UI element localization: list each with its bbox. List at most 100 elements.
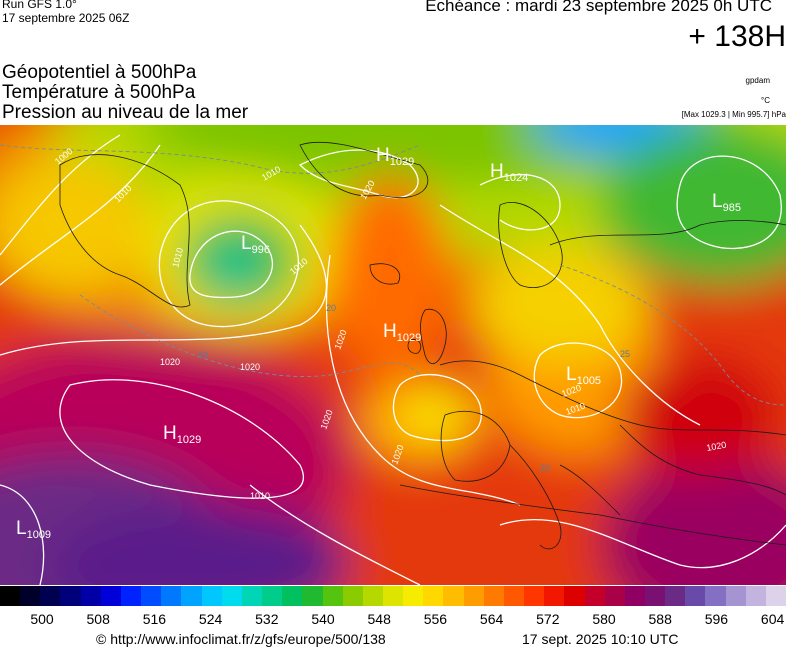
colorbar-swatch <box>282 586 303 606</box>
colorbar-swatch <box>262 586 283 606</box>
low-pressure-center: L996 <box>241 233 270 256</box>
colorbar-tick-label: 596 <box>704 611 729 627</box>
colorbar-swatch <box>645 586 666 606</box>
isotherm-label: 25 <box>620 349 630 359</box>
unit-celsius: °C <box>761 96 770 105</box>
colorbar-tick-label: 508 <box>86 611 110 627</box>
colorbar-tick-label: 564 <box>479 611 504 627</box>
layer-sea-level-pressure: Pression au niveau de la mer <box>2 102 249 123</box>
isobar-label: 1020 <box>160 357 180 367</box>
pressure-center-value: 1029 <box>390 156 414 168</box>
colorbar-tick-label: 500 <box>30 611 54 627</box>
issue-time: 17 sept. 2025 10:10 UTC <box>522 631 679 647</box>
colorbar-swatch <box>20 586 41 606</box>
coastlines <box>59 141 786 550</box>
colorbar-tick-label: 548 <box>367 611 391 627</box>
colorbar-swatch <box>0 586 21 606</box>
lead-time: + 138H <box>688 20 786 53</box>
colorbar-tick-label: 532 <box>255 611 279 627</box>
pressure-center-value: 996 <box>252 244 270 256</box>
colorbar-swatch <box>705 586 726 606</box>
colorbar-swatch <box>80 586 101 606</box>
colorbar-swatch <box>544 586 565 606</box>
pressure-center-symbol: H <box>490 161 504 182</box>
geopotential-colorbar <box>0 586 786 606</box>
colorbar-ticks: 500 508 516 524 532 540 548 556 564 572 580 588 596 6… <box>0 610 786 628</box>
unit-gpdam: gpdam <box>745 76 770 85</box>
layer-geopotential: Géopotentiel à 500hPa <box>2 62 197 83</box>
low-pressure-center: L1009 <box>16 518 51 541</box>
colorbar-swatch <box>403 586 424 606</box>
pressure-center-value: 985 <box>723 202 741 214</box>
source-url[interactable]: © http://www.infoclimat.fr/z/gfs/europe/… <box>96 631 386 647</box>
pressure-center-symbol: H <box>163 423 177 444</box>
pressure-center-symbol: L <box>16 518 27 539</box>
colorbar-swatch <box>181 586 202 606</box>
isobar-label: 1020 <box>240 362 260 372</box>
colorbar-swatch <box>725 586 746 606</box>
colorbar-swatch <box>362 586 383 606</box>
colorbar-swatch <box>584 586 605 606</box>
colorbar-tick-label: 524 <box>198 611 223 627</box>
colorbar-swatch <box>100 586 121 606</box>
run-date: 17 septembre 2025 06Z <box>2 11 130 25</box>
colorbar-swatch <box>685 586 706 606</box>
pressure-center-symbol: L <box>566 364 577 385</box>
forecast-valid-time: Échéance : mardi 23 septembre 2025 0h UT… <box>425 0 772 15</box>
colorbar-swatch <box>423 586 444 606</box>
colorbar-swatch <box>201 586 222 606</box>
colorbar-swatch <box>120 586 142 606</box>
colorbar-tick-label: 580 <box>592 611 616 627</box>
low-pressure-center: L985 <box>712 191 741 214</box>
colorbar-swatch <box>60 586 81 606</box>
colorbar-swatch <box>463 586 484 606</box>
colorbar-swatch <box>161 586 182 606</box>
colorbar-swatch <box>443 586 464 606</box>
isobar-label: 1020 <box>706 440 727 453</box>
low-pressure-center: L1005 <box>566 364 601 387</box>
colorbar-tick-label: 516 <box>142 611 167 627</box>
colorbar-swatch <box>241 586 263 606</box>
isotherm-label: 20 <box>540 463 550 473</box>
high-pressure-center: H1029 <box>376 145 414 168</box>
isobars <box>0 134 786 585</box>
colorbar-swatch <box>141 586 162 606</box>
colorbar-swatch <box>503 586 525 606</box>
layer-temperature: Température à 500hPa <box>2 82 196 103</box>
colorbar-swatch <box>342 586 363 606</box>
colorbar-swatch <box>322 586 343 606</box>
colorbar-swatch <box>564 586 585 606</box>
pressure-center-symbol: L <box>241 233 252 254</box>
pressure-center-symbol: L <box>712 191 723 212</box>
pressure-center-value: 1024 <box>504 172 528 184</box>
colorbar-swatch <box>765 586 786 606</box>
weather-map: H1029 H1024L985L996H1029L1005H1029L100910… <box>0 125 786 585</box>
colorbar-tick-label: 572 <box>536 611 560 627</box>
colorbar-swatch <box>524 586 545 606</box>
high-pressure-center: H1029 <box>163 423 201 446</box>
colorbar-swatch <box>382 586 404 606</box>
isotherm-label: 20 <box>326 303 336 313</box>
isotherms <box>0 144 786 406</box>
pressure-center-value: 1029 <box>177 434 201 446</box>
colorbar-swatch <box>302 586 323 606</box>
isobar-label: 1010 <box>250 491 270 501</box>
high-pressure-center: H1024 <box>490 161 528 184</box>
pressure-center-value: 1029 <box>397 332 421 344</box>
isotherm-labels: 20 20 20 25 <box>198 303 630 473</box>
colorbar-swatch <box>604 586 625 606</box>
high-pressure-center: H1029 <box>383 321 421 344</box>
isotherm-label: 20 <box>198 350 208 360</box>
colorbar-tick-label: 588 <box>648 611 672 627</box>
run-title: Run GFS 1.0° <box>2 0 77 11</box>
colorbar-tick-label: 556 <box>423 611 448 627</box>
colorbar-swatch <box>665 586 686 606</box>
pressure-center-value: 1009 <box>27 529 51 541</box>
colorbar-swatch <box>624 586 645 606</box>
colorbar-tick-label: 604 <box>760 611 785 627</box>
pressure-center-value: 1005 <box>577 375 601 387</box>
pressure-center-symbol: H <box>383 321 397 342</box>
colorbar-swatch <box>745 586 766 606</box>
colorbar-swatch <box>483 586 504 606</box>
